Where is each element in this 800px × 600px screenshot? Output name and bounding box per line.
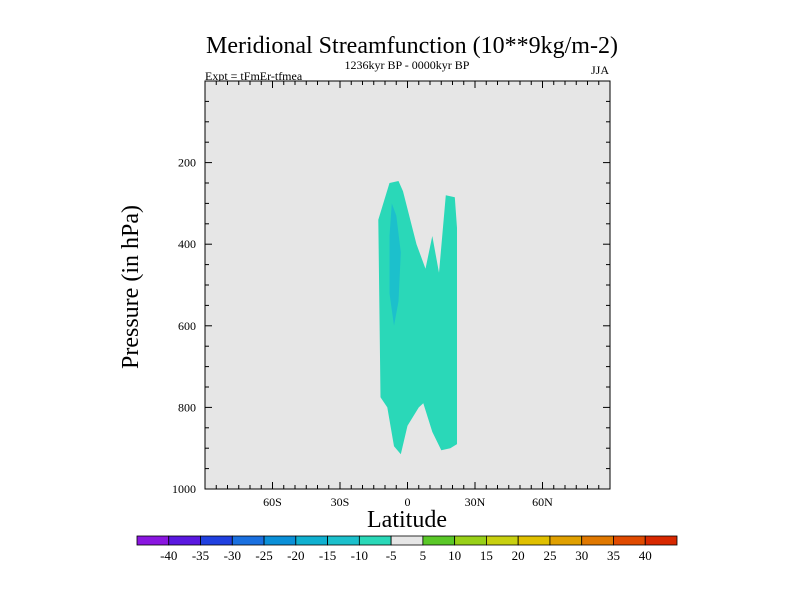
colorbar-label: -20 [287, 548, 304, 563]
colorbar-swatch [581, 535, 614, 546]
colorbar-swatch [613, 535, 646, 546]
colorbar-swatch [422, 535, 456, 546]
colorbar-swatch [231, 535, 265, 546]
y-axis-label: Pressure (in hPa) [118, 205, 144, 369]
colorbar-swatch [454, 535, 487, 546]
colorbar-label: -15 [319, 548, 336, 563]
colorbar-label: 5 [420, 548, 427, 563]
colorbar-swatch [358, 535, 392, 546]
colorbar-swatch [517, 535, 551, 546]
axes: 60S 30S 0 30N 60N 200 400 600 800 1000 [172, 81, 611, 509]
colorbar-swatch [295, 535, 328, 546]
chart-title: Meridional Streamfunction (10**9kg/m-2) [206, 33, 618, 59]
experiment-label: Expt = tFmEr-tfmea [205, 69, 303, 83]
x-tick-label: 60S [263, 495, 282, 509]
y-tick-label: 400 [178, 237, 196, 251]
x-tick-label: 0 [405, 495, 411, 509]
colorbar-label: 35 [607, 548, 620, 563]
colorbar-swatch [327, 535, 360, 546]
colorbar-label: -5 [386, 548, 397, 563]
colorbar-label: -30 [224, 548, 241, 563]
x-tick-label: 30N [465, 495, 486, 509]
colorbar-swatch [549, 535, 583, 546]
colorbar-swatch [168, 535, 201, 546]
x-axis-label: Latitude [367, 507, 447, 533]
colorbar-label: 30 [575, 548, 588, 563]
y-tick-label: 1000 [172, 482, 196, 496]
colorbar-label: -40 [160, 548, 177, 563]
colorbar-swatch [263, 535, 297, 546]
contour-region-negative-cell-core [389, 203, 401, 326]
contour-regions [378, 181, 457, 455]
colorbar-label: 20 [512, 548, 525, 563]
x-tick-label: 30S [331, 495, 350, 509]
colorbar: -40 -35 -30 -25 -20 -15 -10 -5 5 10 15 20 25 30 35 40 [136, 535, 678, 563]
colorbar-swatch [644, 535, 678, 546]
colorbar-swatch [136, 535, 170, 546]
y-tick-label: 600 [178, 319, 196, 333]
colorbar-label: 15 [480, 548, 493, 563]
colorbar-label: -35 [192, 548, 209, 563]
colorbar-label: 25 [543, 548, 556, 563]
colorbar-swatch [200, 535, 233, 546]
x-tick-label: 60N [532, 495, 553, 509]
season-label: JJA [591, 63, 609, 77]
y-tick-label: 200 [178, 156, 196, 170]
colorbar-label: 40 [639, 548, 652, 563]
colorbar-label: -10 [351, 548, 368, 563]
time-range-label: 1236kyr BP - 0000kyr BP [345, 58, 470, 72]
y-tick-label: 800 [178, 400, 196, 414]
colorbar-label: 10 [448, 548, 461, 563]
colorbar-label: -25 [255, 548, 272, 563]
colorbar-swatch [486, 535, 519, 546]
colorbar-swatch [390, 535, 424, 546]
